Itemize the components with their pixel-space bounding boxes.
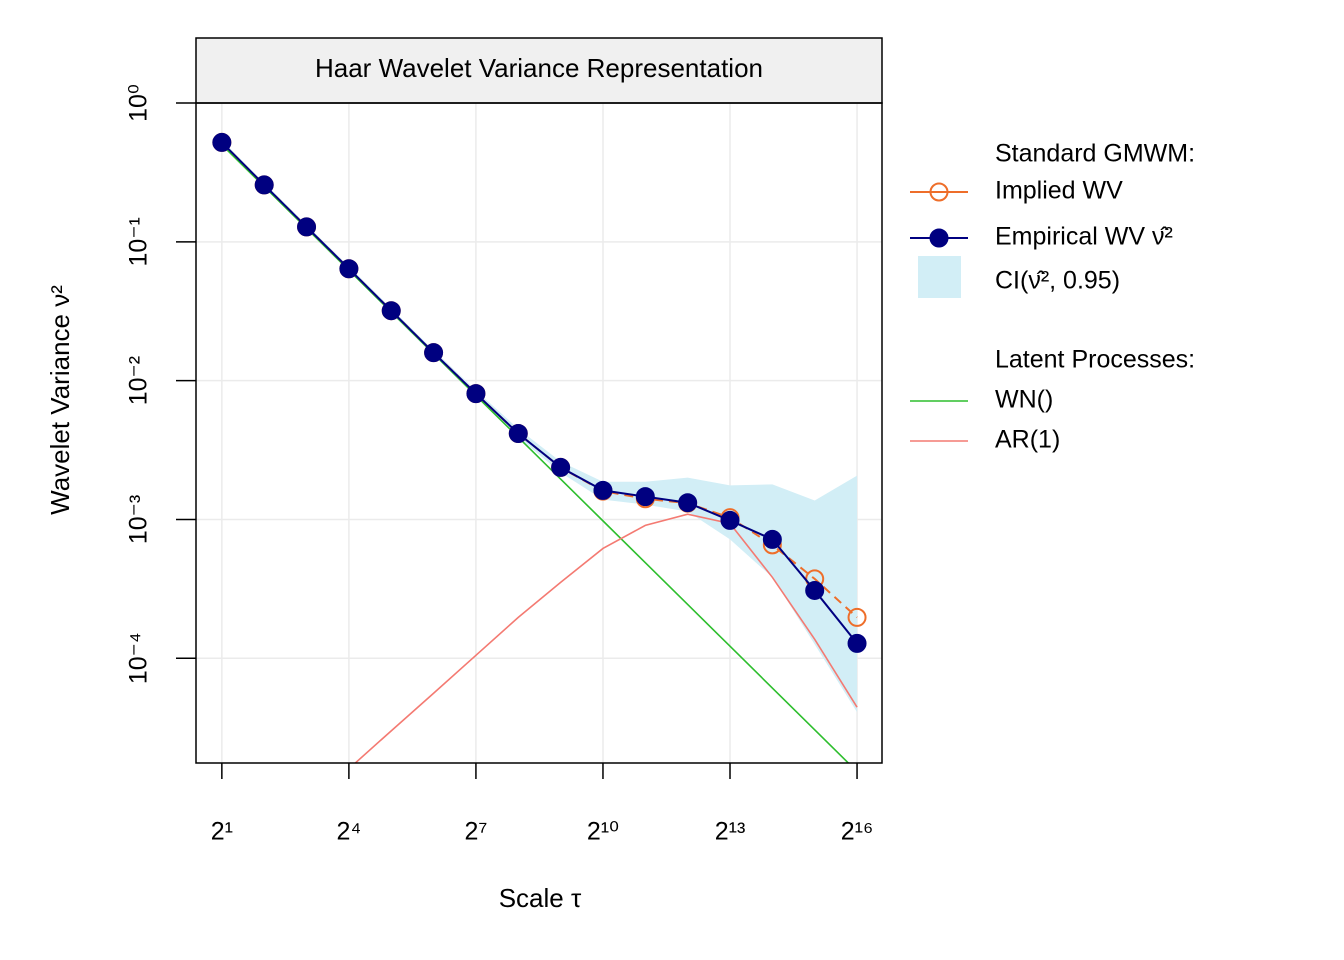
legend-label: Empirical WV ν̂²: [995, 223, 1173, 251]
legend-marker: [929, 228, 949, 248]
x-tick-label: 2¹⁰: [587, 818, 619, 846]
legend-label: WN(): [995, 386, 1053, 414]
data-point: [762, 529, 782, 549]
plot-layer: [196, 103, 882, 763]
data-point: [508, 424, 528, 444]
legend-header: Latent Processes:: [995, 346, 1195, 374]
y-tick-label: 10⁻²: [125, 356, 153, 405]
data-point: [466, 384, 486, 404]
y-tick-label: 10⁻³: [125, 495, 153, 544]
legend: Standard GMWM: Implied WV Empirical WV ν̂²…: [910, 140, 1195, 454]
legend-label: Implied WV: [995, 177, 1123, 205]
data-point: [297, 217, 317, 237]
series-line: [354, 513, 858, 763]
series-line: [221, 144, 850, 763]
data-point: [593, 480, 613, 500]
plot-frame: [195, 102, 883, 764]
data-point: [720, 510, 740, 530]
data-point: [847, 633, 867, 653]
chart-title: Haar Wavelet Variance Representation: [315, 53, 763, 83]
data-point: [339, 259, 359, 279]
x-tick-label: 2¹⁶: [841, 818, 874, 846]
x-axis-label: Scale τ: [499, 883, 582, 913]
x-tick-label: 2¹³: [715, 818, 746, 846]
y-tick-label: 10⁻⁴: [125, 632, 153, 684]
x-tick-label: 2⁷: [464, 818, 487, 846]
series-line: [221, 141, 858, 645]
title-strip: [195, 37, 883, 104]
data-point: [424, 343, 444, 363]
data-point: [212, 132, 232, 152]
data-point: [805, 580, 825, 600]
y-tick-label: 10⁻¹: [125, 217, 153, 266]
y-tick-label: 10⁰: [125, 84, 153, 122]
data-point: [847, 607, 867, 627]
legend-header: Standard GMWM:: [995, 140, 1195, 168]
data-point: [635, 487, 655, 507]
data-point: [381, 301, 401, 321]
data-point: [551, 457, 571, 477]
legend-marker: [929, 182, 949, 202]
legend-label: AR(1): [995, 426, 1060, 454]
legend-swatch: [918, 256, 961, 298]
y-axis-label: Wavelet Variance ν²: [45, 285, 75, 515]
x-tick-label: 2¹: [211, 818, 233, 846]
legend-label: CI(ν̂², 0.95): [995, 267, 1120, 295]
data-point: [678, 493, 698, 513]
data-point: [254, 175, 274, 195]
x-tick-label: 2⁴: [337, 818, 362, 846]
